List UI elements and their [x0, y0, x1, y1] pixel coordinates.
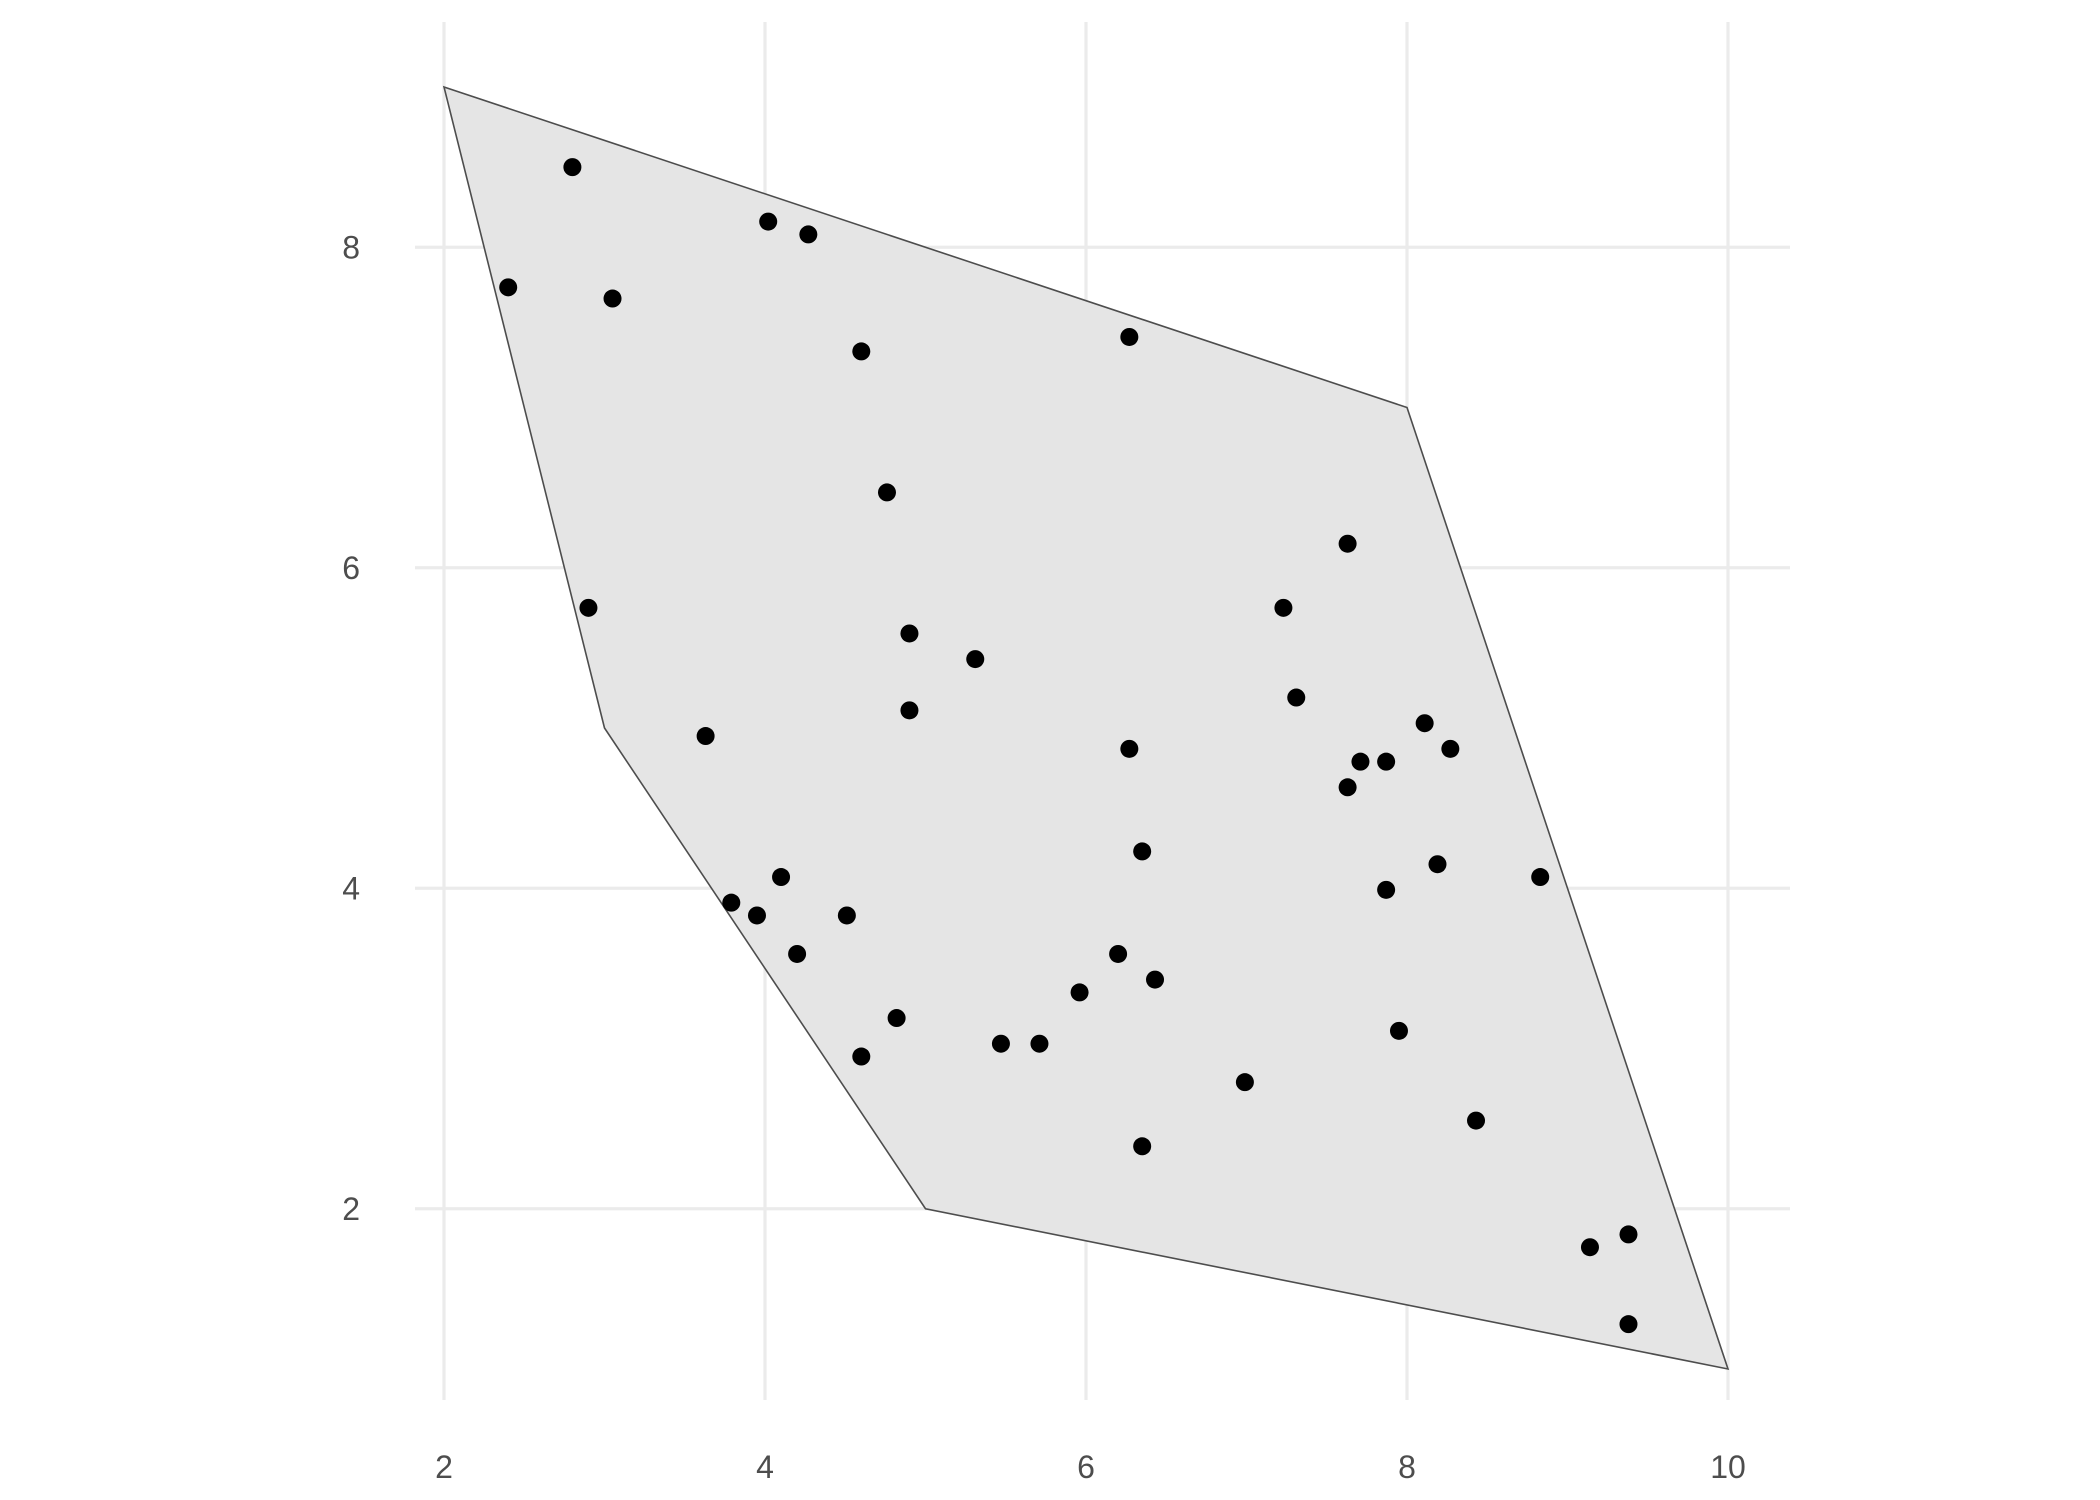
x-tick-label: 8	[1398, 1449, 1416, 1485]
data-point	[1441, 739, 1460, 758]
data-point	[1235, 1073, 1254, 1092]
convex-hull-polygon	[442, 85, 1730, 1371]
data-point	[1338, 778, 1357, 797]
data-point	[1274, 598, 1293, 617]
data-point	[759, 212, 778, 231]
data-point	[1120, 327, 1139, 346]
x-tick-label: 10	[1710, 1449, 1746, 1485]
data-point	[1338, 534, 1357, 553]
data-point	[499, 278, 518, 297]
y-tick-label: 2	[342, 1191, 360, 1227]
x-tick-label: 4	[756, 1449, 774, 1485]
data-point	[877, 483, 896, 502]
data-point	[852, 1047, 871, 1066]
y-tick-label: 8	[342, 229, 360, 265]
data-point	[1389, 1021, 1408, 1040]
y-axis-tick-labels: 2 4 6 8	[342, 229, 360, 1227]
data-points	[499, 158, 1638, 1334]
data-point	[603, 289, 622, 308]
data-point	[887, 1009, 906, 1028]
data-point	[1351, 752, 1370, 771]
data-point	[900, 624, 919, 643]
data-point	[1120, 739, 1139, 758]
x-tick-label: 6	[1077, 1449, 1095, 1485]
data-point	[1619, 1225, 1638, 1244]
data-point	[966, 650, 985, 669]
data-point	[788, 944, 807, 963]
data-point	[1377, 752, 1396, 771]
data-point	[1377, 880, 1396, 899]
data-point	[1428, 855, 1447, 874]
data-point	[1287, 688, 1306, 707]
data-point	[900, 701, 919, 720]
data-point	[722, 893, 741, 912]
data-point	[1580, 1238, 1599, 1257]
data-point	[837, 906, 856, 925]
data-point	[563, 158, 582, 177]
data-point	[1133, 842, 1152, 861]
data-point	[1146, 970, 1165, 989]
x-axis-tick-labels: 2 4 6 8 10	[435, 1449, 1746, 1485]
data-point	[991, 1034, 1010, 1053]
data-point	[799, 225, 818, 244]
data-point	[1415, 714, 1434, 733]
x-tick-label: 2	[435, 1449, 453, 1485]
y-tick-label: 6	[342, 550, 360, 586]
data-point	[1030, 1034, 1049, 1053]
data-point	[1109, 944, 1128, 963]
data-point	[852, 342, 871, 361]
data-point	[579, 598, 598, 617]
data-point	[772, 868, 791, 887]
data-point	[1619, 1315, 1638, 1334]
data-point	[1133, 1137, 1152, 1156]
data-point	[1070, 983, 1089, 1002]
y-tick-label: 4	[342, 870, 360, 906]
data-point	[1531, 868, 1550, 887]
data-point	[1467, 1111, 1486, 1130]
data-point	[747, 906, 766, 925]
data-point	[696, 727, 715, 746]
